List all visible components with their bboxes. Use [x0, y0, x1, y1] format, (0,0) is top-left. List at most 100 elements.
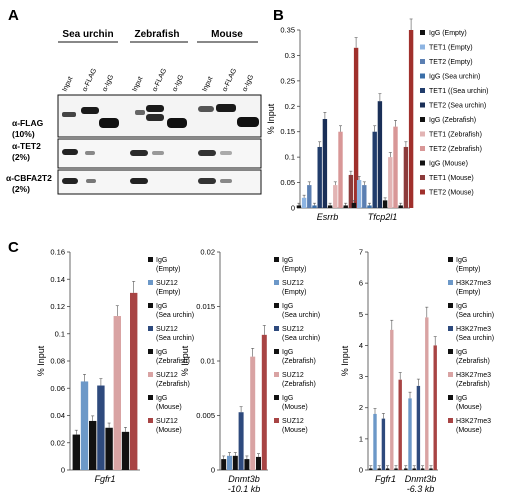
- legend-label: IgG: [456, 257, 467, 264]
- legend-label: SUZ12: [156, 280, 178, 287]
- x-category-label: Dnmt3b: [405, 474, 437, 484]
- legend-swatch: [274, 257, 279, 262]
- bar: [404, 468, 408, 470]
- blot-band: [99, 118, 119, 128]
- blot-band: [237, 117, 259, 127]
- legend-sublabel: (Empty): [456, 266, 481, 273]
- legend-swatch: [448, 257, 453, 262]
- bar: [377, 468, 381, 470]
- legend-swatch: [420, 117, 425, 122]
- y-tick-label: 0.01: [200, 357, 215, 366]
- row-label-tet2-pct: (2%): [12, 152, 30, 162]
- bar: [377, 101, 383, 208]
- legend-swatch: [448, 303, 453, 308]
- bar: [343, 205, 348, 208]
- legend-sublabel: (Zebrafish): [282, 358, 316, 365]
- bar: [121, 431, 130, 470]
- y-tick-label: 0.04: [50, 411, 65, 420]
- legend-sublabel: (Mouse): [156, 427, 182, 434]
- chart-b: 0 0.05 0.1 0.15 0.2 0.25 0.3 0.35 % Input Esrrb Tf…: [266, 18, 489, 222]
- legend-sublabel: (Empty): [456, 289, 481, 296]
- blot-band: [198, 150, 216, 156]
- bar: [398, 205, 403, 208]
- row-label-cbfa2t2: α-CBFA2T2: [6, 173, 52, 183]
- legend-label: TET2 (Sea urchin): [429, 103, 486, 110]
- legend-label: TET1 ((Sea urchin): [429, 88, 489, 95]
- legend-swatch: [274, 303, 279, 308]
- row-label-cbfa2t2-pct: (2%): [12, 184, 30, 194]
- bar: [232, 455, 238, 470]
- y-tick-label: 0.14: [50, 275, 65, 284]
- legend-swatch: [274, 326, 279, 331]
- x-category-label: Dnmt3b: [228, 474, 260, 484]
- blot-band: [62, 149, 78, 155]
- legend-label: IgG: [282, 395, 293, 402]
- bar: [429, 468, 433, 470]
- legend-label: IgG: [156, 395, 167, 402]
- legend-sublabel: (Mouse): [282, 404, 308, 411]
- x-category-label: Fgfr1: [94, 474, 115, 484]
- legend-swatch: [148, 395, 153, 400]
- legend-swatch: [420, 189, 425, 195]
- blot-band: [130, 150, 148, 156]
- legend-label: SUZ12: [282, 372, 304, 379]
- legend-label: TET2 (Mouse): [429, 190, 474, 197]
- legend-label: SUZ12: [282, 326, 304, 333]
- blot-band: [81, 107, 99, 114]
- legend-label: IgG (Sea urchin): [429, 74, 480, 81]
- legend-sublabel: (Zebrafish): [156, 358, 190, 365]
- legend-label: IgG: [156, 349, 167, 356]
- legend-swatch: [420, 59, 425, 64]
- legend-swatch: [420, 73, 425, 79]
- bar: [416, 385, 421, 470]
- y-tick-label: 0: [359, 466, 363, 475]
- y-tick-label: 0.1: [55, 329, 65, 338]
- y-tick-label: 0.02: [50, 438, 65, 447]
- group-header-mouse: Mouse: [211, 29, 243, 40]
- bar: [351, 202, 357, 208]
- x-category-label: -10.1 kb: [228, 484, 261, 494]
- legend-label: IgG: [156, 257, 167, 264]
- blot-band: [198, 106, 214, 112]
- bar: [433, 345, 437, 470]
- legend-label: IgG (Mouse): [429, 161, 468, 168]
- legend-label: IgG: [282, 303, 293, 310]
- y-axis-title: % Input: [36, 345, 46, 376]
- y-tick-label: 3: [359, 372, 363, 381]
- x-category-label: Fgfr1: [375, 474, 396, 484]
- bar: [372, 131, 377, 208]
- blot-band: [62, 178, 78, 184]
- blot-band: [146, 114, 164, 121]
- bar: [296, 205, 302, 208]
- legend-swatch: [274, 418, 279, 423]
- bar: [348, 174, 354, 208]
- bar: [301, 197, 307, 208]
- bar: [356, 180, 362, 208]
- legend-swatch: [148, 349, 153, 354]
- legend-label: TET1 (Mouse): [429, 175, 474, 182]
- legend-swatch: [420, 30, 425, 35]
- bar: [412, 468, 416, 470]
- y-tick-label: 0.15: [280, 127, 295, 136]
- legend-label: IgG (Zebrafish): [429, 117, 476, 124]
- legend-swatch: [274, 349, 279, 354]
- legend-swatch: [274, 372, 279, 377]
- bar: [420, 468, 425, 470]
- legend-sublabel: (Zebrafish): [156, 381, 190, 388]
- lane-label: α-IgG: [241, 74, 255, 93]
- legend-swatch: [448, 395, 453, 400]
- legend-swatch: [148, 257, 153, 262]
- legend-label: IgG: [456, 303, 467, 310]
- legend-label: SUZ12: [282, 280, 304, 287]
- legend-label: H3K27me3: [456, 418, 491, 425]
- legend-sublabel: (Empty): [156, 289, 181, 296]
- y-tick-label: 0.1: [285, 153, 295, 162]
- bar: [221, 459, 227, 470]
- legend-swatch: [448, 280, 453, 285]
- y-tick-label: 0.015: [196, 302, 215, 311]
- chart-c1: 0 0.02 0.04 0.06 0.08 0.1 0.12 0.14 0.16 % Input F…: [36, 248, 194, 485]
- bar: [227, 455, 232, 470]
- legend-label: TET2 (Zebrafish): [429, 146, 482, 153]
- y-tick-label: 0.02: [200, 248, 215, 257]
